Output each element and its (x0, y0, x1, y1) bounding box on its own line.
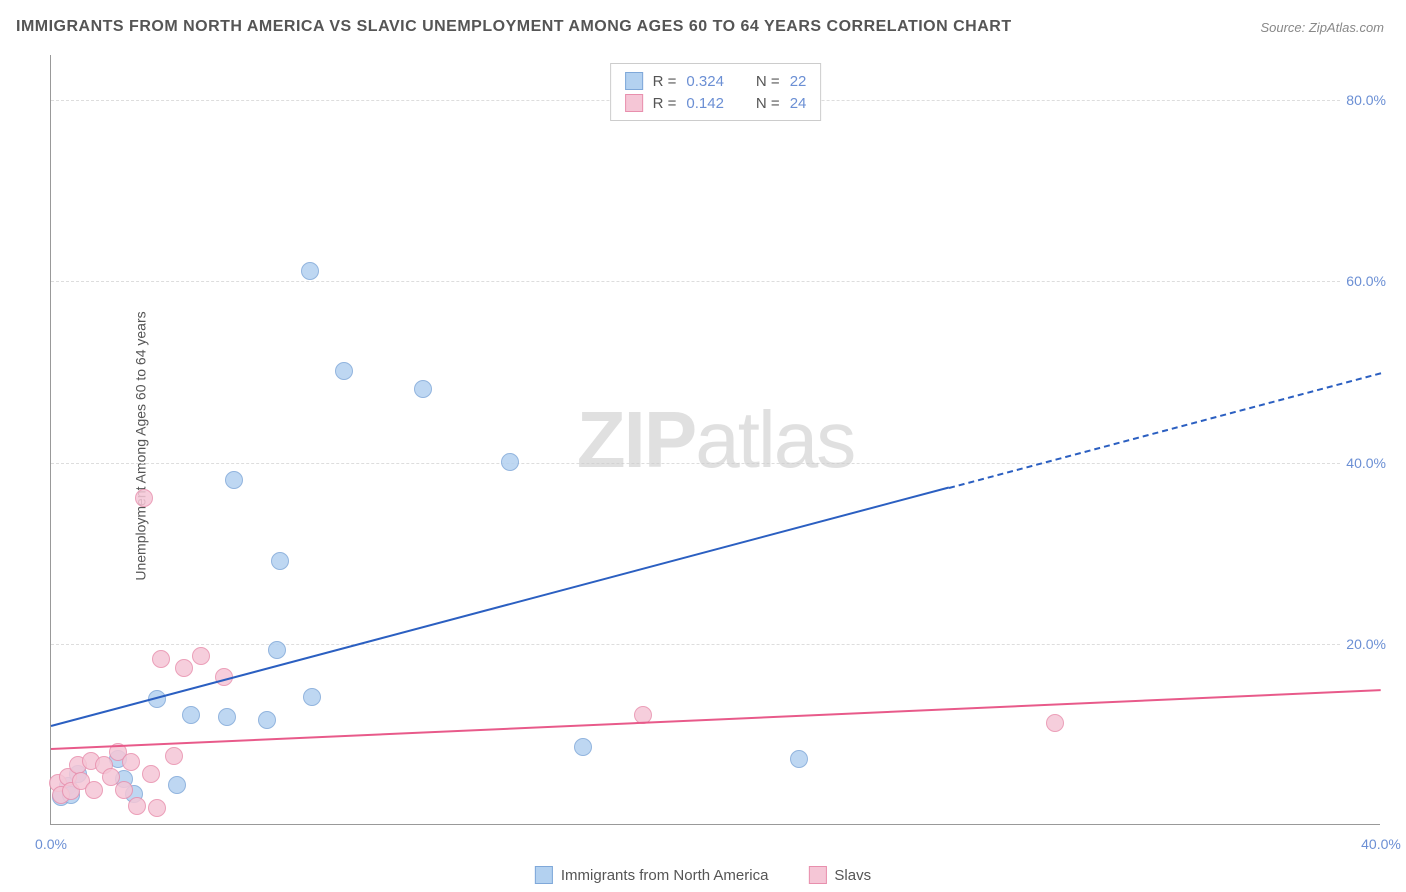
data-point (303, 688, 321, 706)
data-point (218, 708, 236, 726)
legend-swatch (535, 866, 553, 884)
gridline (51, 281, 1380, 282)
stat-n-label: N = (756, 73, 780, 90)
data-point (115, 781, 133, 799)
gridline (51, 644, 1380, 645)
plot-area: ZIPatlas R =0.324N =22R =0.142N =24 20.0… (50, 55, 1380, 825)
legend-label: Slavs (834, 867, 871, 884)
data-point (122, 753, 140, 771)
data-point (335, 362, 353, 380)
data-point (501, 453, 519, 471)
data-point (148, 799, 166, 817)
data-point (128, 797, 146, 815)
correlation-legend: R = 0.324 N = 22 R = 0.142 N = 24 (610, 63, 822, 121)
stat-r-value: 0.324 (686, 73, 724, 90)
stat-n-value: 24 (790, 95, 807, 112)
data-point (1046, 714, 1064, 732)
data-point (152, 650, 170, 668)
data-point (301, 262, 319, 280)
stat-r-value: 0.142 (686, 95, 724, 112)
stat-r-label: R = (653, 73, 677, 90)
y-tick-label: 20.0% (1342, 636, 1390, 652)
data-point (258, 711, 276, 729)
data-point (142, 765, 160, 783)
data-point (268, 641, 286, 659)
data-point (135, 489, 153, 507)
x-tick-label: 40.0% (1361, 836, 1401, 852)
data-point (574, 738, 592, 756)
stat-r-label: R = (653, 95, 677, 112)
chart-title: IMMIGRANTS FROM NORTH AMERICA VS SLAVIC … (16, 18, 1012, 36)
legend-swatch (625, 94, 643, 112)
legend-swatch (625, 72, 643, 90)
gridline (51, 463, 1380, 464)
y-tick-label: 80.0% (1342, 92, 1390, 108)
series-legend: Immigrants from North America Slavs (535, 866, 871, 884)
data-point (175, 659, 193, 677)
stat-n-label: N = (756, 95, 780, 112)
trend-line (51, 487, 949, 727)
data-point (168, 776, 186, 794)
data-point (271, 552, 289, 570)
legend-label: Immigrants from North America (561, 867, 769, 884)
y-tick-label: 60.0% (1342, 273, 1390, 289)
stat-n-value: 22 (790, 73, 807, 90)
data-point (225, 471, 243, 489)
legend-item: Immigrants from North America (535, 866, 769, 884)
data-point (414, 380, 432, 398)
y-tick-label: 40.0% (1342, 455, 1390, 471)
data-point (182, 706, 200, 724)
source-attribution: Source: ZipAtlas.com (1260, 20, 1384, 35)
data-point (192, 647, 210, 665)
data-point (85, 781, 103, 799)
watermark: ZIPatlas (577, 394, 854, 486)
trend-line-dashed (948, 372, 1381, 489)
legend-swatch (808, 866, 826, 884)
legend-item: Slavs (808, 866, 871, 884)
data-point (790, 750, 808, 768)
legend-stat-row: R = 0.324 N = 22 (625, 70, 807, 92)
data-point (165, 747, 183, 765)
legend-stat-row: R = 0.142 N = 24 (625, 92, 807, 114)
x-tick-label: 0.0% (35, 836, 67, 852)
trend-line (51, 689, 1381, 750)
